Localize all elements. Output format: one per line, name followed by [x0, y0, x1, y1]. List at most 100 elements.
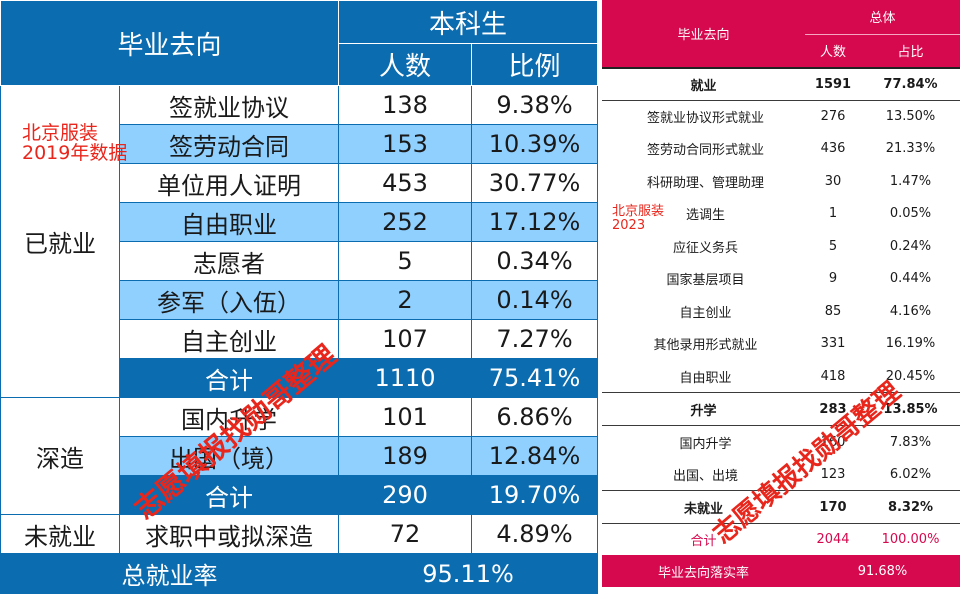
group-header: 本科生 — [338, 0, 599, 44]
total-count: 290 — [338, 475, 473, 515]
placement-rate-value: 91.68% — [805, 555, 960, 587]
row-count: 418 — [820, 368, 846, 384]
total-label: 合计 — [118, 358, 340, 398]
total-count: 1110 — [338, 358, 473, 398]
row-label: 单位用人证明 — [118, 163, 340, 203]
row-label: 签劳动合同 — [118, 124, 340, 164]
row-label: 参军（入伍） — [118, 280, 340, 320]
row-ratio: 17.12% — [471, 202, 599, 242]
row-count: 453 — [338, 163, 473, 203]
section-count: 170 — [805, 490, 861, 524]
row-count: 123 — [820, 466, 846, 482]
category-header: 毕业去向 — [0, 0, 340, 86]
row-ratio: 13.50% — [885, 109, 936, 124]
row-label: 国内升学 — [679, 436, 732, 452]
row-count: 1 — [828, 206, 838, 222]
row-label: 出国、出境 — [672, 468, 738, 484]
row-count: 85 — [824, 303, 842, 319]
row-count: 436 — [820, 141, 846, 157]
note-line1: 北京服装 — [22, 122, 99, 144]
row-count: 252 — [338, 202, 473, 242]
ratio-column-header: 占比 — [861, 34, 960, 68]
row-label: 志愿者 — [118, 241, 340, 281]
row-label: 国内升学 — [118, 397, 340, 437]
section-count: 283 — [805, 392, 861, 426]
row-count: 5 — [828, 238, 838, 254]
row-ratio: 6.86% — [471, 397, 599, 437]
row-count: 160 — [820, 434, 846, 450]
row-ratio: 0.14% — [471, 280, 599, 320]
count-column-header: 人数 — [338, 43, 473, 86]
row-ratio: 21.33% — [885, 141, 936, 157]
row-ratio: 20.45% — [885, 368, 936, 384]
note-line2: 2023 — [612, 217, 646, 233]
group-header: 总体 — [805, 0, 960, 35]
row-count: 153 — [338, 124, 473, 164]
section-count: 1591 — [805, 67, 861, 101]
row-ratio: 1.47% — [889, 173, 932, 189]
row-label: 自主创业 — [679, 305, 732, 321]
count-column-header: 人数 — [805, 34, 861, 68]
row-ratio: 12.84% — [471, 436, 599, 476]
row-ratio: 7.83% — [889, 434, 932, 450]
section-ratio: 8.32% — [861, 490, 960, 524]
row-count: 107 — [338, 319, 473, 359]
row-ratio: 0.24% — [889, 238, 932, 254]
total-ratio: 19.70% — [471, 475, 599, 515]
placement-rate-label: 毕业去向落实率 — [602, 555, 805, 587]
year-note: 北京服装 2019年数据 — [22, 122, 128, 164]
row-label: 出国（境） — [118, 436, 340, 476]
year-note-right: 北京服装 2023 — [612, 205, 664, 232]
employment-rate-label: 总就业率 — [0, 553, 340, 594]
category-header: 毕业去向 — [602, 0, 805, 69]
row-label: 自主创业 — [118, 319, 340, 359]
row-ratio: 4.16% — [889, 303, 932, 319]
section-label: 已就业 — [0, 85, 120, 398]
undergrad-destination-table: 毕业去向 本科生 人数 比例 已就业 签就业协议 138 9.38% 签劳动合同… — [0, 0, 599, 594]
row-label: 自由职业 — [679, 370, 732, 386]
row-count: 30 — [824, 173, 842, 189]
note-line2: 2019年数据 — [22, 141, 128, 164]
row-label: 签就业协议 — [118, 85, 340, 125]
row-count: 101 — [338, 397, 473, 437]
row-count: 2 — [338, 280, 473, 320]
row-ratio: 0.05% — [889, 206, 932, 222]
total-ratio: 75.41% — [471, 358, 599, 398]
row-label: 自由职业 — [118, 202, 340, 242]
sum-count: 2044 — [805, 523, 861, 556]
section-label: 未就业 — [602, 490, 805, 524]
row-ratio: 6.02% — [889, 466, 932, 482]
section-label: 深造 — [0, 397, 120, 515]
row-label: 求职中或拟深造 — [118, 514, 340, 554]
row-count: 189 — [338, 436, 473, 476]
row-label: 签劳动合同形式就业 — [646, 143, 764, 159]
row-count: 331 — [820, 336, 846, 352]
ratio-column-header: 比例 — [471, 43, 599, 86]
row-ratio: 9.38% — [471, 85, 599, 125]
row-ratio: 30.77% — [471, 163, 599, 203]
row-label: 国家基层项目 — [666, 273, 745, 289]
row-ratio: 4.89% — [471, 514, 599, 554]
row-count: 5 — [338, 241, 473, 281]
row-label: 其他录用形式就业 — [653, 338, 758, 354]
sum-label: 合计 — [602, 523, 805, 556]
row-ratio: 7.27% — [471, 319, 599, 359]
row-ratio: 0.34% — [471, 241, 599, 281]
row-count: 9 — [828, 271, 838, 287]
row-ratio: 0.44% — [889, 271, 932, 287]
row-count: 138 — [338, 85, 473, 125]
row-count: 72 — [338, 514, 473, 554]
note-line1: 北京服装 — [612, 204, 665, 219]
row-ratio: 16.19% — [885, 336, 936, 352]
row-label: 选调生 — [685, 208, 725, 224]
row-label: 签就业协议形式就业 — [646, 111, 764, 126]
total-label: 合计 — [118, 475, 340, 515]
row-ratio: 10.39% — [471, 124, 599, 164]
sum-ratio: 100.00% — [861, 523, 960, 556]
overall-destination-table: 毕业去向 总体 人数 占比 就业 1591 77.84% 签就业协议形式就业 27… — [602, 0, 960, 587]
section-ratio: 77.84% — [861, 67, 960, 101]
section-ratio: 13.85% — [861, 392, 960, 426]
row-label: 应征义务兵 — [672, 240, 738, 256]
row-label: 科研助理、管理助理 — [646, 175, 764, 191]
section-label: 就业 — [602, 67, 805, 101]
